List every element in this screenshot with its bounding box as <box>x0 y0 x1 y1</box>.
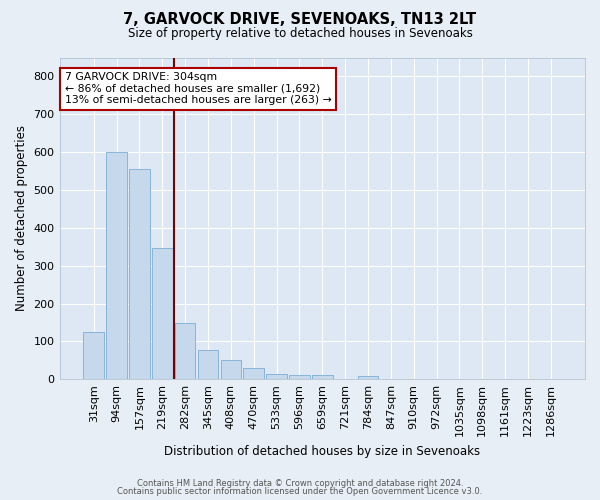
Bar <box>83 332 104 380</box>
Text: Contains public sector information licensed under the Open Government Licence v3: Contains public sector information licen… <box>118 487 482 496</box>
Y-axis label: Number of detached properties: Number of detached properties <box>15 126 28 312</box>
Bar <box>312 375 332 380</box>
Bar <box>152 248 173 380</box>
Text: 7 GARVOCK DRIVE: 304sqm
← 86% of detached houses are smaller (1,692)
13% of semi: 7 GARVOCK DRIVE: 304sqm ← 86% of detache… <box>65 72 332 105</box>
Bar <box>358 376 378 380</box>
Bar <box>289 375 310 380</box>
Bar <box>129 169 150 380</box>
Bar <box>106 152 127 380</box>
Text: 7, GARVOCK DRIVE, SEVENOAKS, TN13 2LT: 7, GARVOCK DRIVE, SEVENOAKS, TN13 2LT <box>124 12 476 28</box>
X-axis label: Distribution of detached houses by size in Sevenoaks: Distribution of detached houses by size … <box>164 444 481 458</box>
Text: Size of property relative to detached houses in Sevenoaks: Size of property relative to detached ho… <box>128 28 472 40</box>
Bar <box>266 374 287 380</box>
Bar <box>244 368 264 380</box>
Bar <box>221 360 241 380</box>
Bar <box>198 350 218 380</box>
Bar <box>175 322 196 380</box>
Text: Contains HM Land Registry data © Crown copyright and database right 2024.: Contains HM Land Registry data © Crown c… <box>137 478 463 488</box>
